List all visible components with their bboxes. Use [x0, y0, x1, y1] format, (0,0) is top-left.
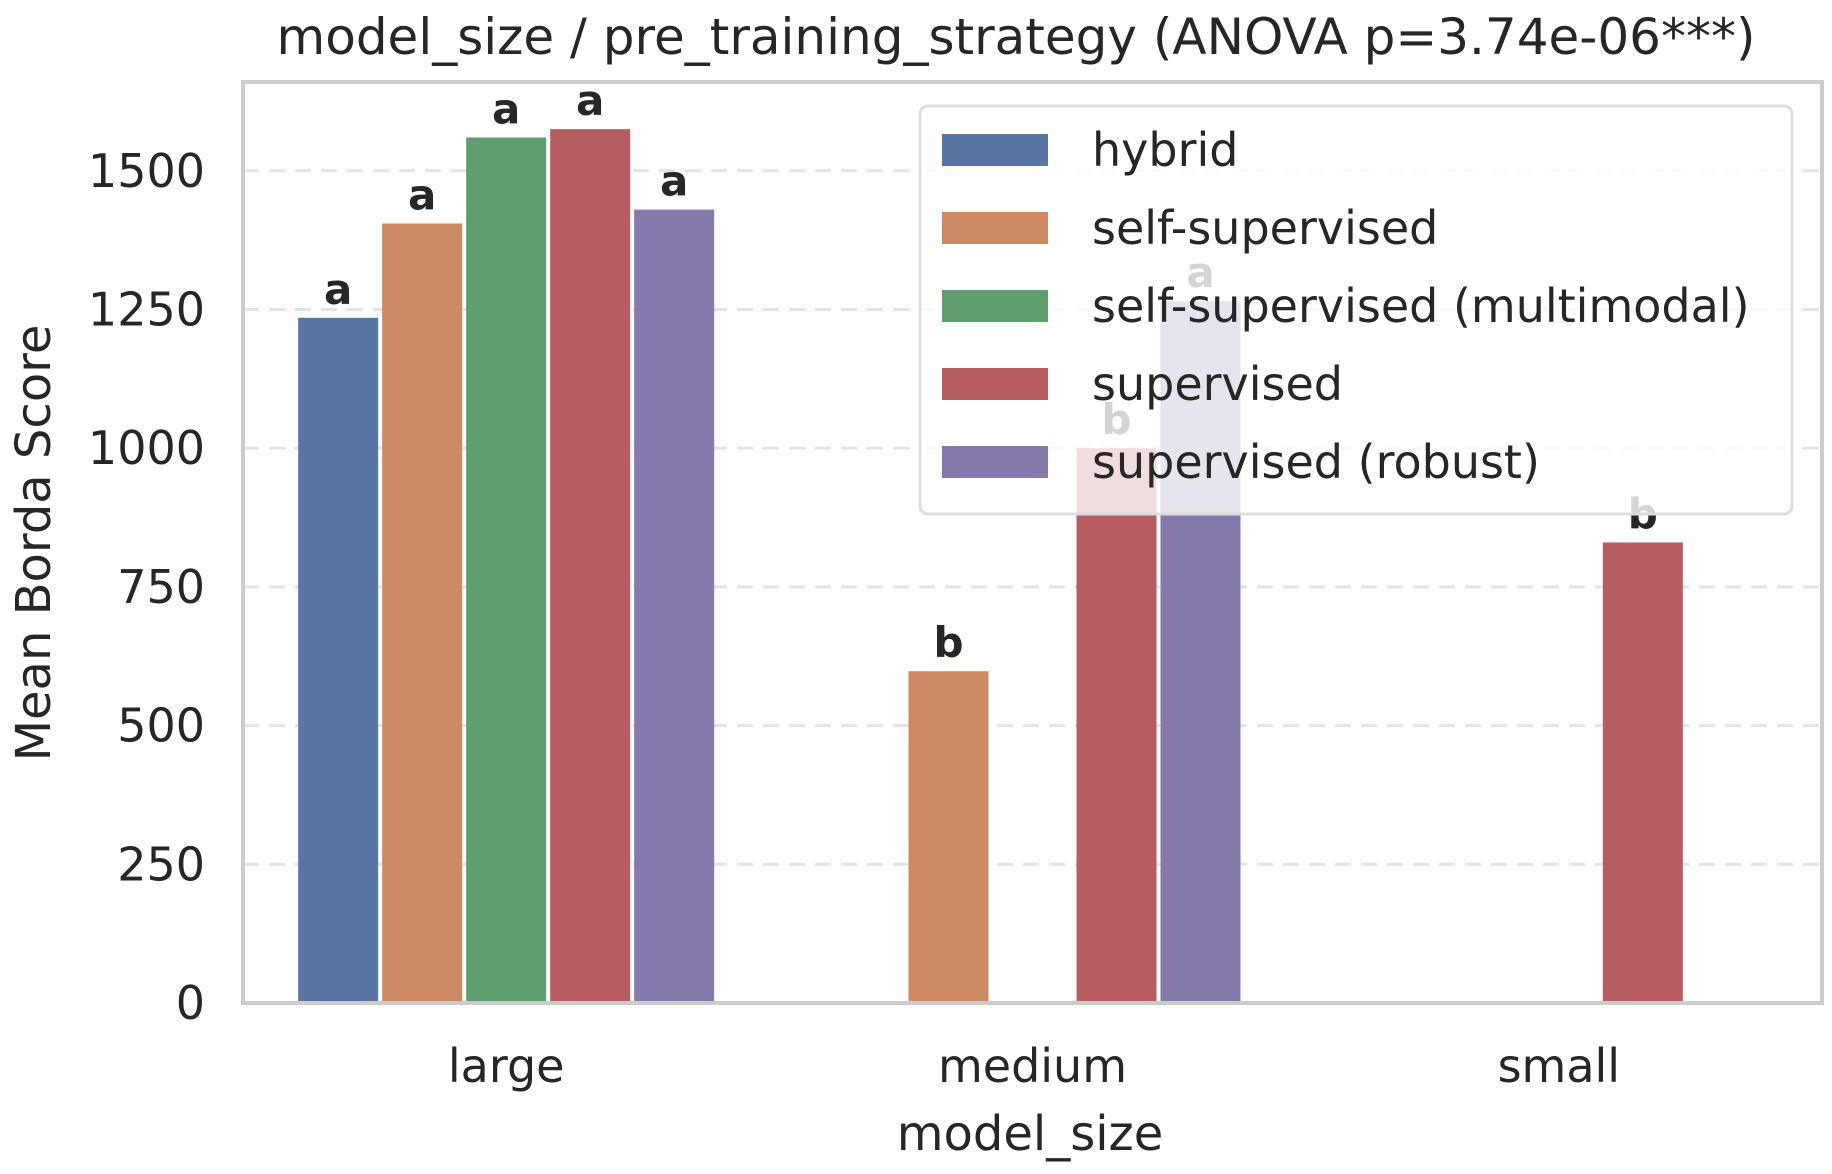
plot-frame	[241, 80, 1824, 1005]
legend-swatch	[942, 368, 1048, 400]
legend-swatch	[942, 212, 1048, 244]
bar-0-2	[466, 137, 547, 1003]
legend-entry: supervised (robust)	[1092, 435, 1540, 489]
bar-0-4	[634, 209, 715, 1004]
legend-entry: supervised	[1092, 357, 1343, 411]
y-tick-label: 1000	[88, 421, 205, 475]
y-tick-label: 500	[117, 699, 205, 753]
legend-box	[918, 104, 1794, 516]
legend-swatch	[942, 446, 1048, 478]
legend-entry: self-supervised (multimodal)	[1092, 279, 1750, 333]
bar-0-1	[382, 223, 463, 1004]
x-tick-label: small	[1498, 1039, 1621, 1093]
legend-swatch	[942, 290, 1048, 322]
legend: hybrid self-supervised self-supervised (mu…	[918, 104, 1794, 516]
bar-0-3	[550, 129, 631, 1003]
legend-swatch	[942, 134, 1048, 166]
bar-2-3	[1602, 542, 1683, 1003]
significance-letter: b	[933, 618, 963, 667]
y-tick-label: 750	[117, 560, 205, 614]
x-axis-ticks: large medium small	[448, 1039, 1620, 1093]
x-tick-label: large	[448, 1039, 565, 1093]
legend-entry: hybrid	[1092, 123, 1238, 177]
y-tick-label: 0	[176, 976, 205, 1030]
x-tick-label: medium	[938, 1039, 1127, 1093]
x-axis-label: model_size	[897, 1106, 1164, 1162]
y-tick-label: 1500	[88, 144, 205, 198]
bar-1-3	[1076, 448, 1157, 1003]
legend-entry: self-supervised	[1092, 201, 1438, 255]
significance-letter: a	[492, 84, 520, 133]
y-tick-label: 250	[117, 837, 205, 891]
y-axis-label: Mean Borda Score	[6, 325, 62, 762]
bar-1-1	[908, 671, 989, 1003]
y-tick-label: 1250	[88, 282, 205, 336]
y-axis-ticks: 0 250 500 750 1000 1250 1500	[88, 144, 205, 1030]
chart-title: model_size / pre_training_strategy (ANOV…	[277, 8, 1756, 66]
significance-letter: a	[576, 76, 604, 125]
bars	[298, 129, 1683, 1004]
significance-letter: a	[660, 157, 688, 206]
significance-letter: a	[408, 170, 436, 219]
bar-0-0	[298, 317, 379, 1003]
significance-letter: a	[324, 265, 352, 314]
